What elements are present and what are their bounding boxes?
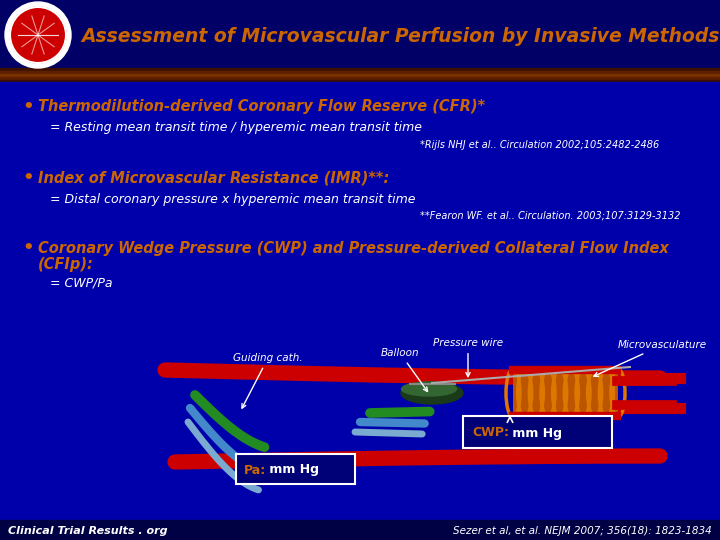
Text: = Distal coronary pressure x hyperemic mean transit time: = Distal coronary pressure x hyperemic m…	[50, 193, 415, 206]
Text: Clinical Trial Results . org: Clinical Trial Results . org	[8, 526, 168, 536]
Text: Pressure wire: Pressure wire	[433, 338, 503, 377]
Text: CWP:: CWP:	[472, 427, 509, 440]
Text: mm Hg: mm Hg	[508, 427, 562, 440]
Text: Assessment of Microvascular Perfusion by Invasive Methods: Assessment of Microvascular Perfusion by…	[81, 26, 719, 45]
Text: = Resting mean transit time / hyperemic mean transit time: = Resting mean transit time / hyperemic …	[50, 122, 422, 134]
Text: •: •	[22, 239, 34, 257]
Text: Sezer et al, et al. NEJM 2007; 356(18): 1823-1834: Sezer et al, et al. NEJM 2007; 356(18): …	[454, 526, 712, 536]
Ellipse shape	[402, 382, 456, 396]
Text: •: •	[22, 169, 34, 187]
Text: Microvasculature: Microvasculature	[594, 340, 707, 376]
Text: = CWP/Pa: = CWP/Pa	[50, 276, 112, 289]
FancyBboxPatch shape	[236, 454, 355, 484]
Ellipse shape	[401, 382, 463, 404]
Text: Thermodilution-derived Coronary Flow Reserve (CFR)*: Thermodilution-derived Coronary Flow Res…	[38, 99, 485, 114]
Text: mm Hg: mm Hg	[265, 463, 319, 476]
Text: Pa:: Pa:	[244, 463, 266, 476]
Text: •: •	[22, 98, 34, 116]
Text: (CFIp):: (CFIp):	[38, 258, 94, 273]
Text: Index of Microvascular Resistance (IMR)**:: Index of Microvascular Resistance (IMR)*…	[38, 171, 390, 186]
FancyBboxPatch shape	[513, 369, 618, 417]
Text: Guiding cath.: Guiding cath.	[233, 353, 303, 408]
Text: Coronary Wedge Pressure (CWP) and Pressure-derived Collateral Flow Index: Coronary Wedge Pressure (CWP) and Pressu…	[38, 240, 669, 255]
Text: *Rijls NHJ et al.. Circulation 2002;105:2482-2486: *Rijls NHJ et al.. Circulation 2002;105:…	[420, 140, 660, 150]
Circle shape	[5, 2, 71, 68]
Text: **Fearon WF. et al.. Circulation. 2003;107:3129-3132: **Fearon WF. et al.. Circulation. 2003;1…	[420, 211, 680, 221]
Circle shape	[10, 7, 66, 63]
Text: Balloon: Balloon	[381, 348, 428, 392]
FancyBboxPatch shape	[463, 416, 612, 448]
